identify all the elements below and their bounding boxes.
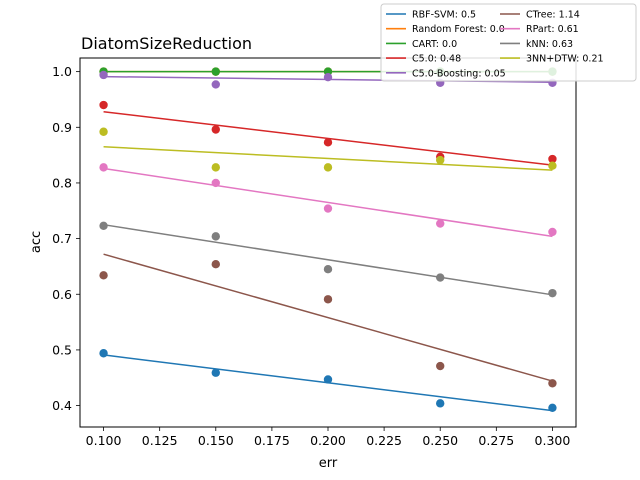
y-tick-label: 0.9	[52, 120, 72, 135]
data-point	[99, 271, 108, 280]
fit-line	[103, 253, 553, 382]
data-point	[548, 288, 557, 298]
x-tick-label: 0.300	[535, 433, 571, 448]
data-point	[436, 273, 445, 282]
y-tick-label: 0.4	[52, 398, 72, 413]
data-point	[323, 138, 333, 147]
legend-label: RPart: 0.61	[526, 24, 579, 35]
data-point	[211, 80, 220, 89]
data-point	[211, 232, 220, 241]
x-tick-label: 0.225	[366, 433, 402, 448]
data-point	[211, 260, 220, 269]
x-tick-label: 0.200	[310, 433, 346, 448]
legend-label: RBF-SVM: 0.5	[412, 10, 476, 21]
x-tick-label: 0.150	[198, 433, 234, 448]
legend-label: C5.0-Boosting: 0.05	[412, 68, 506, 79]
x-tick-label: 0.100	[86, 433, 122, 448]
data-point	[99, 127, 108, 136]
data-point	[99, 349, 108, 358]
y-tick-label: 1.0	[52, 64, 72, 79]
chart-title: DiatomSizeReduction	[81, 34, 252, 53]
data-point	[323, 375, 333, 384]
data-point	[99, 163, 108, 172]
data-point	[211, 67, 220, 76]
y-axis: 0.4 0.5 0.6 0.7 0.8 0.9 1.0	[52, 64, 80, 413]
y-tick-label: 0.7	[52, 231, 72, 246]
plot-frame	[79, 57, 577, 428]
fit-line	[103, 167, 553, 238]
x-axis-label: err	[319, 456, 338, 471]
legend-label: Random Forest: 0.0	[412, 24, 505, 35]
data-point	[211, 125, 220, 134]
data-point	[548, 403, 557, 412]
legend: RBF-SVM: 0.5 Random Forest: 0.0 CART: 0.0 C…	[380, 3, 637, 82]
fit-line	[103, 223, 553, 296]
data-point	[436, 219, 445, 228]
legend-label: CART: 0.0	[412, 39, 457, 50]
x-tick-label: 0.125	[142, 433, 178, 448]
x-tick-label: 0.250	[422, 433, 458, 448]
data-point	[99, 70, 108, 80]
data-point	[548, 161, 557, 170]
data-point	[323, 73, 333, 82]
x-axis: 0.100 0.125 0.150 0.175 0.200 0.225 0.250 0.275…	[86, 427, 571, 448]
legend-label: CTree: 1.14	[526, 10, 580, 21]
legend-label: C5.0: 0.48	[412, 54, 461, 65]
data-point	[323, 265, 333, 274]
data-point	[99, 100, 108, 110]
data-point	[548, 227, 557, 237]
data-point	[211, 163, 220, 172]
data-point	[548, 154, 557, 164]
data-point	[211, 178, 220, 188]
y-tick-label: 0.5	[52, 342, 72, 357]
data-point	[548, 379, 557, 388]
x-tick-label: 0.175	[254, 433, 290, 448]
legend-label: 3NN+DTW: 0.21	[526, 54, 604, 65]
fit-line	[103, 146, 553, 171]
x-tick-label: 0.275	[478, 433, 514, 448]
legend-box	[380, 3, 637, 82]
y-axis-label: acc	[29, 231, 44, 253]
data-point	[211, 368, 220, 377]
data-point	[436, 399, 445, 408]
data-point	[99, 221, 108, 231]
y-tick-label: 0.8	[52, 175, 72, 190]
plot-marks	[99, 67, 557, 412]
data-point	[323, 295, 333, 304]
legend-label: kNN: 0.63	[526, 39, 573, 50]
data-point	[323, 204, 333, 213]
data-point	[436, 361, 445, 371]
y-tick-label: 0.6	[52, 287, 72, 302]
data-point	[436, 155, 445, 165]
data-point	[323, 163, 333, 172]
